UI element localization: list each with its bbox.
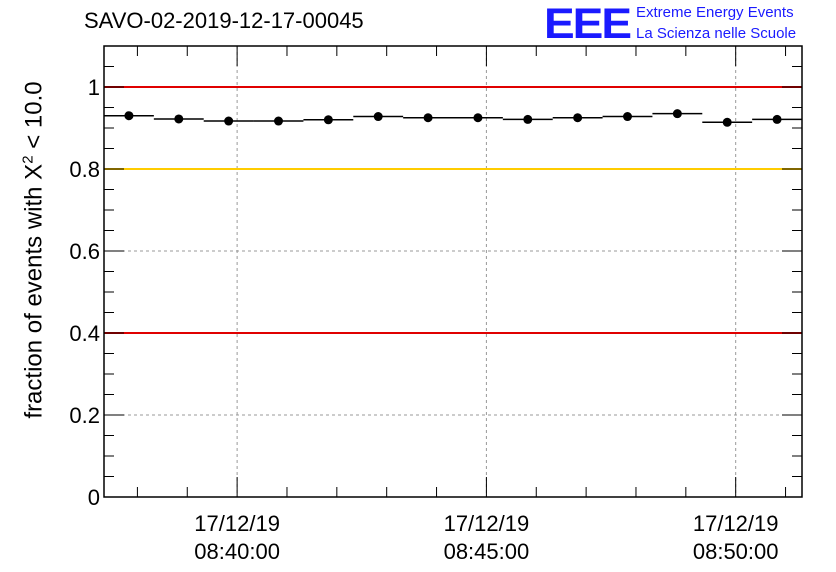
data-point-4 [323, 115, 333, 125]
logo-line-1: Extreme Energy Events [636, 4, 794, 21]
y-tick-label-0: 0 [88, 485, 100, 510]
y-tick-label-1: 0.2 [69, 403, 100, 428]
logo-line-2: La Scienza nelle Scuole [636, 25, 797, 42]
data-point-0 [124, 111, 134, 121]
x-tick-time-0: 08:40:00 [194, 539, 280, 564]
data-point-11 [672, 109, 682, 119]
data-point-7 [473, 113, 483, 123]
logo-mark: EEE [544, 0, 632, 48]
data-point-9 [573, 113, 583, 123]
data-point-1 [174, 114, 184, 124]
data-point-13 [772, 114, 782, 124]
x-tick-date-0: 17/12/19 [194, 511, 280, 536]
chart-title: SAVO-02-2019-12-17-00045 [84, 8, 364, 33]
y-tick-label-2: 0.4 [69, 321, 100, 346]
data-point-5 [373, 112, 383, 122]
data-point-3 [274, 116, 283, 126]
x-tick-date-1: 17/12/19 [444, 511, 530, 536]
x-tick-time-2: 08:50:00 [693, 539, 779, 564]
data-point-2 [224, 116, 234, 126]
data-point-8 [523, 114, 533, 124]
y-tick-label-5: 1 [88, 75, 100, 100]
y-tick-label-4: 0.8 [69, 157, 100, 182]
y-tick-label-3: 0.6 [69, 239, 100, 264]
x-tick-date-2: 17/12/19 [693, 511, 779, 536]
data-point-12 [722, 117, 732, 127]
x-tick-time-1: 08:45:00 [444, 539, 530, 564]
eee-logo: EEE Extreme Energy Events La Scienza nel… [544, 2, 834, 48]
data-point-6 [423, 113, 433, 123]
data-point-10 [623, 112, 632, 122]
